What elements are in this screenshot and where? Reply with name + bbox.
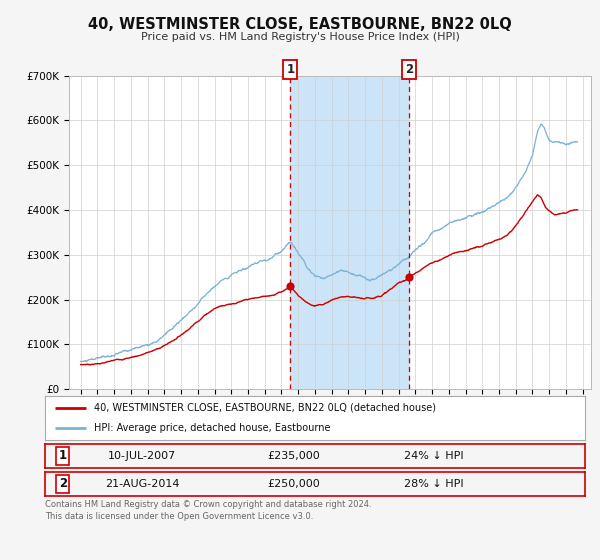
Text: 21-AUG-2014: 21-AUG-2014 [105,479,179,489]
Text: 40, WESTMINSTER CLOSE, EASTBOURNE, BN22 0LQ: 40, WESTMINSTER CLOSE, EASTBOURNE, BN22 … [88,17,512,32]
Text: 28% ↓ HPI: 28% ↓ HPI [404,479,464,489]
Text: £250,000: £250,000 [267,479,320,489]
Text: Price paid vs. HM Land Registry's House Price Index (HPI): Price paid vs. HM Land Registry's House … [140,32,460,43]
Point [286,282,295,291]
Text: 24% ↓ HPI: 24% ↓ HPI [404,451,464,461]
Text: 1: 1 [59,449,67,463]
Bar [290,76,409,389]
Text: 40, WESTMINSTER CLOSE, EASTBOURNE, BN22 0LQ (detached house): 40, WESTMINSTER CLOSE, EASTBOURNE, BN22 … [94,403,436,413]
Text: 2: 2 [59,477,67,491]
Point [404,272,414,281]
Text: Contains HM Land Registry data © Crown copyright and database right 2024.
This d: Contains HM Land Registry data © Crown c… [45,500,371,521]
Text: £235,000: £235,000 [267,451,320,461]
Text: 2: 2 [405,63,413,76]
Text: HPI: Average price, detached house, Eastbourne: HPI: Average price, detached house, East… [94,423,330,433]
Text: 1: 1 [286,63,295,76]
Text: 10-JUL-2007: 10-JUL-2007 [108,451,176,461]
